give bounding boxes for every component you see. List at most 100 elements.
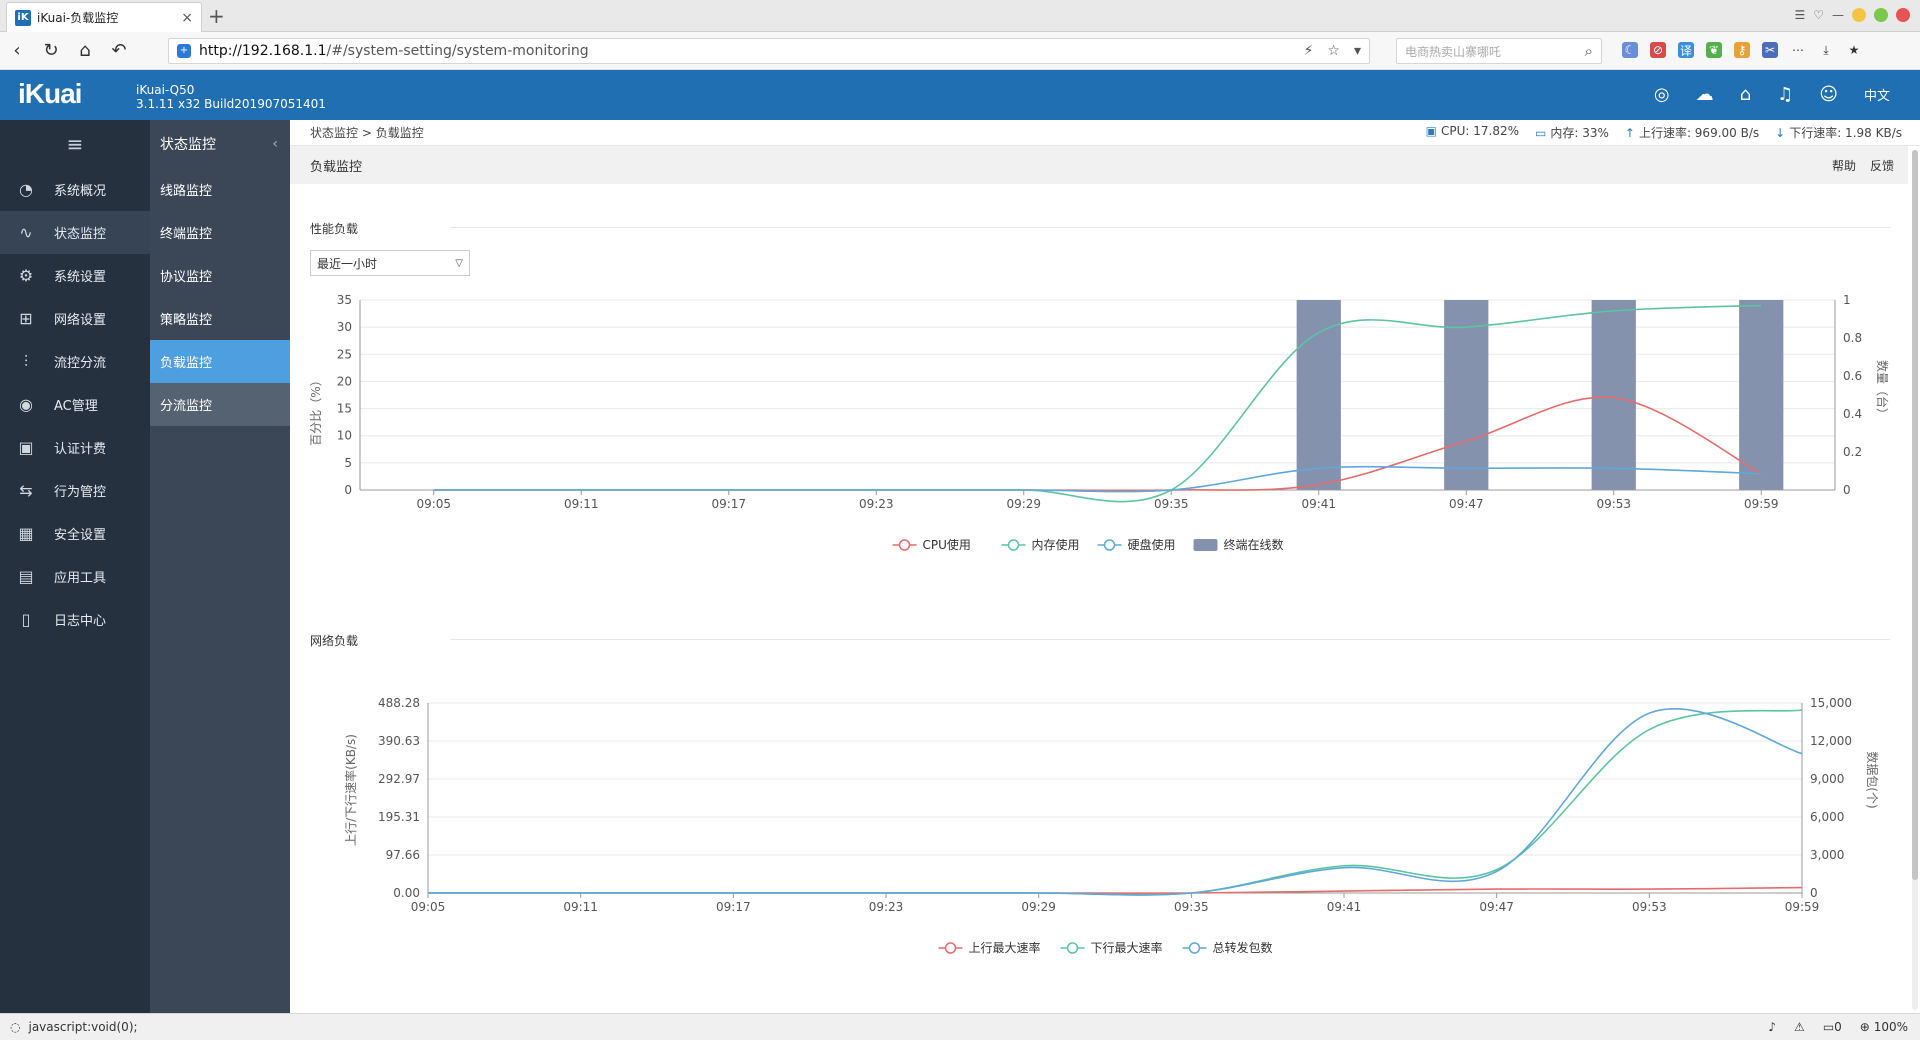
terminal-count-bar[interactable]	[1591, 300, 1636, 490]
subnav-item-terminal-monitor[interactable]: 终端监控	[160, 227, 213, 242]
y-tick-label: 0	[344, 483, 352, 497]
sidebar-toggle-icon[interactable]: ≡	[66, 132, 84, 156]
x-tick-label: 09:59	[1785, 900, 1820, 914]
extension-scissors-icon[interactable]: ✂	[1762, 42, 1778, 58]
help-link[interactable]: 帮助	[1831, 158, 1856, 173]
lightning-icon[interactable]: ⚡	[1303, 43, 1314, 59]
zoom-control[interactable]: ⊕ 100%	[1860, 1020, 1908, 1034]
tab-close-icon[interactable]: ×	[181, 9, 193, 26]
minimize-icon[interactable]: —	[1832, 8, 1844, 22]
series-line[interactable]	[433, 396, 1762, 492]
sidebar-item-network-settings[interactable]: ⊞ 网络设置	[0, 297, 150, 340]
y2-axis-label: 数据包(个)	[1865, 751, 1880, 808]
language-switch[interactable]: 中文	[1863, 89, 1890, 104]
reload-icon[interactable]: ↻	[43, 40, 59, 61]
more-icon[interactable]: ⋯	[1792, 43, 1804, 57]
pulse-icon: ∿	[19, 223, 33, 242]
home-icon[interactable]: ⌂	[79, 40, 91, 61]
sidebar-item-system-settings[interactable]: ⚙ 系统设置	[0, 254, 150, 297]
terminal-count-bar[interactable]	[1296, 300, 1341, 490]
new-tab-icon[interactable]: +	[208, 4, 225, 28]
undo-icon[interactable]: ↶	[111, 40, 127, 61]
sidebar-item-ac-management[interactable]: ◉ AC管理	[0, 383, 150, 426]
close-window-dot-icon[interactable]	[1896, 8, 1910, 22]
x-tick-label: 09:53	[1632, 900, 1667, 914]
extension-leaf-icon[interactable]: ❦	[1706, 42, 1722, 58]
subnav-item-protocol-monitor[interactable]: 协议监控	[160, 270, 213, 285]
collapse-chevron-icon[interactable]: ‹	[272, 136, 278, 152]
legend-item[interactable]: 硬盘使用	[1097, 537, 1176, 552]
breadcrumb-root[interactable]: 状态监控	[310, 126, 359, 140]
browser-tab[interactable]: iK iKuai-负载监控 ×	[6, 2, 202, 32]
firewall-icon: ▦	[18, 524, 34, 543]
legend-item[interactable]: 内存使用	[1001, 537, 1080, 552]
terminal-count-bar[interactable]	[1444, 300, 1489, 490]
status-globe-icon: ◌	[10, 1020, 21, 1034]
y2-tick-label: 3,000	[1810, 848, 1844, 862]
x-tick-label: 09:47	[1449, 497, 1484, 511]
terminal-count-bar[interactable]	[1739, 300, 1784, 490]
search-box[interactable]: 电商热卖山寨哪吒 ⌕	[1396, 38, 1602, 64]
sidebar-item-flow-control[interactable]: ⫶ 流控分流	[0, 340, 150, 383]
user-icon[interactable]: ☺	[1819, 84, 1838, 105]
x-tick-label: 09:05	[411, 900, 446, 914]
time-range-select[interactable]: 最近一小时 ▽	[310, 250, 470, 276]
x-tick-label: 09:47	[1479, 900, 1514, 914]
url-text[interactable]: http://192.168.1.1/#/system-setting/syst…	[199, 43, 1304, 59]
legend-item[interactable]: 总转发包数	[1182, 940, 1273, 955]
legend-item[interactable]: 终端在线数	[1193, 537, 1284, 552]
search-placeholder: 电商热卖山寨哪吒	[1405, 44, 1502, 59]
download-counter[interactable]: ▭0	[1823, 1020, 1842, 1034]
legend-item[interactable]: CPU使用	[892, 537, 971, 552]
subnav-item-load-monitor[interactable]: 负载监控	[150, 340, 290, 383]
skin-icon[interactable]: ♡	[1813, 8, 1824, 22]
series-line[interactable]	[428, 709, 1803, 896]
feedback-link[interactable]: 反馈	[1869, 158, 1894, 173]
sub-nav: 状态监控 ‹ 线路监控 终端监控 协议监控 策略监控 负载监控 分流监控	[150, 120, 290, 1013]
sidebar-item-system-overview[interactable]: ◔ 系统概况	[0, 168, 150, 211]
volume-icon[interactable]: ♪	[1768, 1020, 1777, 1034]
extension-block-icon[interactable]: ⊘	[1650, 42, 1666, 58]
subnav-item-line-monitor[interactable]: 线路监控	[160, 184, 213, 199]
clean-icon[interactable]: ⚠	[1794, 1020, 1805, 1034]
bell-icon[interactable]: ♫	[1777, 84, 1794, 105]
sidebar-item-label: 网络设置	[54, 313, 107, 328]
extensions: ☾ ⊘ 译 ❦ ⚷ ✂ ⋯ ⤓ ★	[1622, 42, 1862, 58]
dropdown-icon[interactable]: ▾	[1353, 43, 1361, 59]
sidebar-item-app-tools[interactable]: ▤ 应用工具	[0, 555, 150, 598]
sidebar-item-behavior-control[interactable]: ⇆ 行为管控	[0, 469, 150, 512]
sidebar-item-auth-billing[interactable]: ▣ 认证计费	[0, 426, 150, 469]
legend-item[interactable]: 上行最大速率	[938, 940, 1041, 955]
legend-label: 终端在线数	[1224, 537, 1284, 552]
legend-item[interactable]: 下行最大速率	[1060, 940, 1163, 955]
y-tick-label: 10	[337, 429, 352, 443]
back-icon[interactable]: ‹	[13, 40, 21, 61]
favorites-star-icon[interactable]: ★	[1848, 43, 1860, 57]
extension-translate-icon[interactable]: 译	[1678, 42, 1694, 58]
scrollbar-thumb[interactable]	[1912, 150, 1918, 880]
bookmark-star-icon[interactable]: ☆	[1327, 43, 1340, 59]
extension-moon-icon[interactable]: ☾	[1622, 42, 1638, 58]
restore-dot-icon[interactable]	[1852, 8, 1866, 22]
sidebar-item-status-monitoring[interactable]: ∿ 状态监控	[0, 211, 150, 254]
page-scrollbar[interactable]	[1912, 150, 1918, 1010]
url-bar[interactable]: + http://192.168.1.1/#/system-setting/sy…	[168, 38, 1370, 64]
cloud-icon[interactable]: ☁	[1695, 84, 1714, 105]
home-icon[interactable]: ⌂	[1739, 84, 1752, 105]
ikuai-logo[interactable]: iKuai	[18, 78, 82, 109]
subnav-item-policy-monitor[interactable]: 策略监控	[160, 313, 213, 328]
search-icon[interactable]: ⌕	[1584, 42, 1593, 60]
sliders-icon: ⫶	[23, 351, 28, 371]
globe-icon[interactable]: ◎	[1653, 84, 1670, 105]
series-line[interactable]	[433, 465, 1762, 493]
series-line[interactable]	[428, 708, 1803, 896]
chevron-down-icon: ▽	[455, 257, 463, 269]
sidebar-item-security[interactable]: ▦ 安全设置	[0, 512, 150, 555]
maximize-dot-icon[interactable]	[1874, 8, 1888, 22]
sidebar-item-log-center[interactable]: ▯ 日志中心	[0, 598, 150, 641]
subnav-item-split-monitor[interactable]: 分流监控	[150, 383, 290, 426]
download-icon[interactable]: ⤓	[1823, 42, 1829, 57]
extension-key-icon[interactable]: ⚷	[1734, 42, 1750, 58]
menu-icon[interactable]: ☰	[1794, 8, 1806, 22]
y-tick-label: 5	[344, 456, 352, 470]
